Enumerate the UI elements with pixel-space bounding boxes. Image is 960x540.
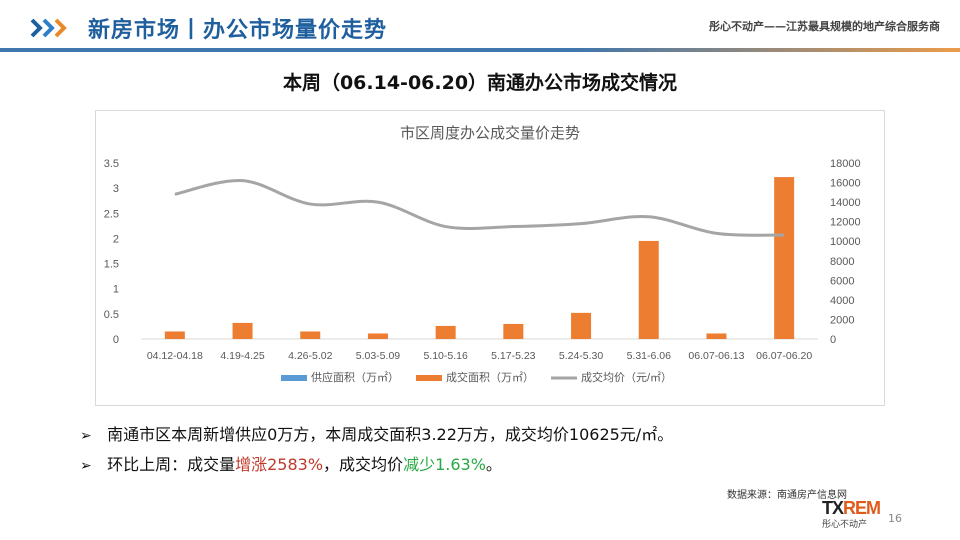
- y-right-tick-label: 12000: [830, 217, 861, 229]
- x-tick-label: 5.17-5.23: [491, 350, 536, 362]
- legend-swatch: [281, 375, 307, 381]
- y-right-tick-label: 14000: [830, 197, 861, 209]
- price-change: 减少1.63%: [403, 455, 486, 474]
- y-right-tick-label: 8000: [830, 256, 854, 268]
- y-right-tick-label: 4000: [830, 295, 854, 307]
- y-left-tick-label: 1.5: [104, 259, 119, 271]
- bar-deal: [706, 333, 727, 339]
- arrow-bullet-icon: ➢: [80, 458, 92, 474]
- x-tick-label: 04.12-04.18: [147, 350, 203, 362]
- x-tick-label: 4.19-4.25: [220, 350, 265, 362]
- y-left-tick-label: 1: [113, 284, 119, 296]
- legend-label: 成交均价（元/㎡）: [581, 370, 672, 384]
- y-right-tick-label: 2000: [830, 314, 854, 326]
- x-tick-label: 5.03-5.09: [356, 350, 401, 362]
- x-tick-label: 5.31-6.06: [627, 350, 672, 362]
- bullet-item-change: ➢ 环比上周：成交量增涨2583%，成交均价减少1.63%。: [80, 450, 673, 480]
- data-source: 数据来源：南通房产信息网: [727, 490, 847, 501]
- bar-deal: [300, 331, 321, 339]
- y-left-tick-label: 0.5: [104, 309, 119, 321]
- bullet-prefix: 环比上周：成交量: [107, 455, 236, 474]
- y-left-tick-label: 2: [113, 233, 119, 245]
- y-left-tick-label: 3.5: [104, 158, 119, 170]
- y-left-tick-label: 0: [113, 334, 119, 346]
- y-right-tick-label: 16000: [830, 178, 861, 190]
- y-right-tick-label: 18000: [830, 158, 861, 170]
- x-tick-label: 4.26-5.02: [288, 350, 333, 362]
- header-divider: [0, 48, 960, 52]
- legend-label: 成交面积（万㎡）: [446, 370, 534, 384]
- price-line: [174, 179, 785, 237]
- bar-deal: [503, 323, 524, 339]
- bar-deal: [435, 325, 456, 339]
- chart-title: 市区周度办公成交量价走势: [400, 124, 580, 142]
- y-left-tick-label: 2.5: [104, 208, 119, 220]
- bullet-middle: ，成交均价: [323, 455, 404, 474]
- bar-deal: [571, 312, 592, 339]
- bar-deal: [164, 331, 185, 339]
- company-logo: TXREM 彤心不动产: [822, 498, 892, 538]
- bullet-suffix: 。: [485, 455, 502, 474]
- page-number: 16: [888, 512, 902, 525]
- y-right-tick-label: 0: [830, 334, 836, 346]
- page-title: 本周（06.14-06.20）南通办公市场成交情况: [282, 72, 678, 94]
- bar-deal: [232, 322, 253, 339]
- y-right-tick-label: 6000: [830, 275, 854, 287]
- bullet-text: 南通市区本周新增供应0万方，本周成交面积3.22万方，成交均价10625元/㎡。: [107, 425, 674, 444]
- section-title: 新房市场丨办公市场量价走势: [88, 18, 388, 43]
- bar-deal: [367, 333, 388, 339]
- y-right-tick-label: 10000: [830, 236, 861, 248]
- summary-bullets: ➢ 南通市区本周新增供应0万方，本周成交面积3.22万方，成交均价10625元/…: [80, 420, 673, 480]
- bar-deal: [774, 177, 795, 339]
- combo-chart: 市区周度办公成交量价走势 0 0.5 1 1.5 2 2.5 3 3.5 0 2000 4000 600…: [104, 124, 861, 384]
- x-tick-label: 5.24-5.30: [559, 350, 604, 362]
- bar-deal: [638, 240, 659, 339]
- legend-label: 供应面积（万㎡）: [311, 370, 399, 384]
- bullet-item-supply: ➢ 南通市区本周新增供应0万方，本周成交面积3.22万方，成交均价10625元/…: [80, 420, 673, 450]
- logo-text: TXREM: [822, 498, 881, 518]
- x-tick-label: 06.07-06.20: [756, 350, 812, 362]
- chart-container: 市区周度办公成交量价走势 0 0.5 1 1.5 2 2.5 3 3.5 0 2000 4000 600…: [95, 110, 885, 406]
- brand-slogan: 彤心不动产——江苏最具规模的地产综合服务商: [709, 20, 940, 33]
- y-left-tick-label: 3: [113, 183, 119, 195]
- x-tick-label: 06.07-06.13: [688, 350, 744, 362]
- logo-subtext: 彤心不动产: [822, 520, 868, 530]
- header: 新房市场丨办公市场量价走势 彤心不动产——江苏最具规模的地产综合服务商: [0, 0, 960, 58]
- chevron-right-icon: [30, 18, 67, 38]
- legend-swatch: [416, 375, 442, 381]
- x-tick-label: 5.10-5.16: [423, 350, 468, 362]
- arrow-bullet-icon: ➢: [80, 428, 92, 444]
- volume-change: 增涨2583%: [235, 455, 324, 474]
